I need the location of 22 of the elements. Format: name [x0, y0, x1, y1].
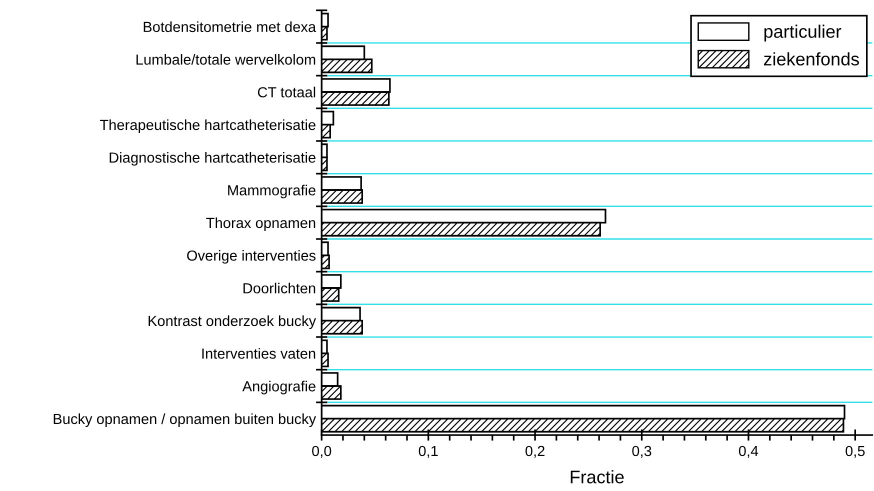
y-tick-label: Bucky opnamen / opnamen buiten bucky	[54, 413, 316, 427]
legend-label: ziekenfonds	[764, 52, 859, 66]
y-tick-label: Kontrast onderzoek bucky	[148, 315, 316, 329]
y-tick-label: Therapeutische hartcatheterisatie	[100, 119, 316, 133]
x-tick-label: 0,3	[632, 446, 652, 458]
legend-label: particulier	[764, 24, 842, 42]
y-tick-label: Diagnostische hartcatheterisatie	[110, 152, 316, 166]
y-tick-label: Thorax opnamen	[206, 217, 316, 231]
y-tick-label: Lumbale/totale wervelkolom	[136, 54, 316, 65]
x-axis-title: Fractie	[570, 470, 624, 484]
y-tick-label: Botdensitometrie met dexa	[144, 21, 316, 32]
x-tick-label: 0,2	[525, 446, 544, 458]
x-tick-label: 0,5	[846, 446, 865, 458]
x-tick-label: 0,0	[312, 446, 332, 458]
y-tick-label: Doorlichten	[244, 282, 316, 294]
y-tick-label: Angiografie	[242, 380, 316, 394]
y-tick-label: CT totaal	[258, 86, 316, 98]
y-tick-label: Overige interventies	[187, 250, 316, 264]
y-tick-label: Interventies vaten	[202, 348, 316, 359]
x-tick-label: 0,1	[418, 446, 438, 458]
x-tick-label: 0,4	[738, 446, 758, 458]
y-tick-label: Mammografie	[228, 184, 316, 198]
